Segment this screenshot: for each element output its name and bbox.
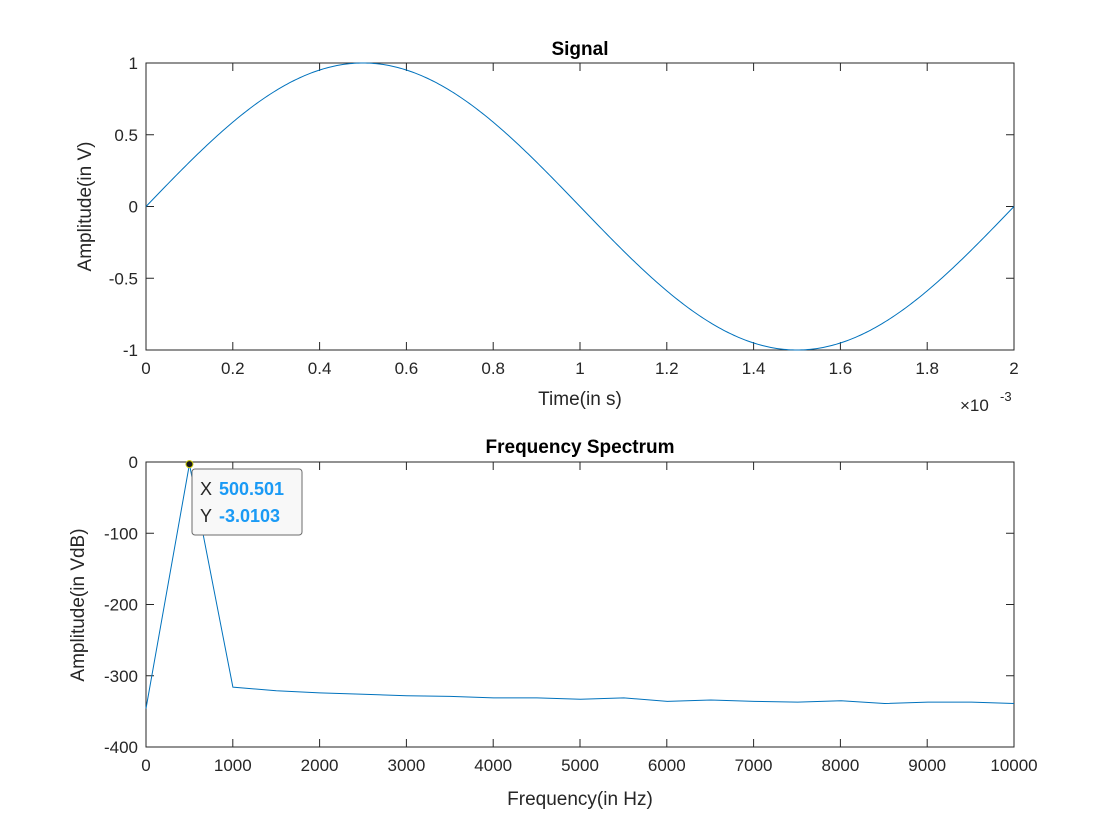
series-line[interactable]: [145, 62, 1015, 351]
signal-y-axis-label: Amplitude(in V): [75, 142, 96, 272]
x-tick-label: 0.4: [308, 359, 332, 378]
y-tick-label: -300: [104, 667, 138, 686]
x-tick-label: 0: [141, 359, 150, 378]
y-tick-label: 1: [129, 54, 138, 73]
signal-ticks: [145, 62, 1015, 351]
signal-axes[interactable]: 0 0.2 0.4 0.6 0.8 1 1.2 1.4 1.6 1.8 2 -1-0.500.51 …: [75, 39, 1019, 415]
x-tick-label: 1.2: [655, 359, 679, 378]
datatip-x-value: 500.501: [219, 479, 284, 499]
x-tick-label: 1: [575, 359, 584, 378]
datatip-y-key: Y: [200, 506, 212, 526]
spectrum-series: [145, 464, 1015, 709]
spectrum-y-tick-labels: -400 -300 -200 -100 0: [104, 453, 138, 757]
x-tick-label: 3000: [387, 756, 425, 775]
spectrum-title: Frequency Spectrum: [486, 437, 675, 458]
x-tick-label: 0: [141, 756, 150, 775]
spectrum-x-axis-label: Frequency(in Hz): [507, 789, 653, 810]
datatip[interactable]: X 500.501 Y -3.0103: [185, 460, 303, 536]
y-tick-label: -200: [104, 596, 138, 615]
x-tick-label: 1.6: [829, 359, 853, 378]
x-tick-label: 9000: [908, 756, 946, 775]
datatip-y-value: -3.0103: [219, 506, 280, 526]
series-line[interactable]: [145, 464, 1015, 709]
x-tick-label: 5000: [561, 756, 599, 775]
x-tick-label: 8000: [821, 756, 859, 775]
signal-x-exponent: ×10 -3: [960, 389, 1012, 415]
x-exponent-base: ×10: [960, 396, 989, 415]
y-tick-label: -100: [104, 524, 138, 543]
x-tick-label: 0.6: [395, 359, 419, 378]
spectrum-y-axis-label: Amplitude(in VdB): [68, 528, 89, 681]
x-tick-label: 1.8: [915, 359, 939, 378]
y-tick-label: -1: [123, 341, 138, 360]
x-tick-label: 0.2: [221, 359, 245, 378]
y-tick-label: -400: [104, 738, 138, 757]
x-exponent-power: -3: [1000, 389, 1012, 404]
x-tick-label: 7000: [735, 756, 773, 775]
y-tick-label: 0: [129, 453, 138, 472]
datatip-x-key: X: [200, 479, 212, 499]
x-tick-label: 6000: [648, 756, 686, 775]
x-tick-label: 4000: [474, 756, 512, 775]
signal-series: [145, 62, 1015, 351]
x-tick-label: 1000: [214, 756, 252, 775]
y-tick-label: 0.5: [114, 126, 138, 145]
y-tick-label: 0: [129, 198, 138, 217]
x-tick-label: 10000: [990, 756, 1037, 775]
datatip-marker[interactable]: [185, 460, 194, 469]
signal-x-axis-label: Time(in s): [538, 389, 622, 410]
y-tick-label: -0.5: [109, 269, 138, 288]
signal-y-tick-labels: -1 -0.5 0 0.5 1: [109, 54, 138, 360]
spectrum-x-tick-labels: 0 1000 2000 3000 4000 5000 6000 7000 8000 9000 100…: [141, 756, 1037, 775]
datatip-box[interactable]: [191, 468, 303, 536]
x-tick-label: 2000: [301, 756, 339, 775]
x-tick-label: 1.4: [742, 359, 766, 378]
spectrum-axes[interactable]: 0 1000 2000 3000 4000 5000 6000 7000 8000 9000 100…: [68, 437, 1038, 810]
signal-x-tick-labels: 0 0.2 0.4 0.6 0.8 1 1.2 1.4 1.6 1.8 2: [141, 359, 1018, 378]
x-tick-label: 0.8: [481, 359, 505, 378]
x-tick-label: 2: [1009, 359, 1018, 378]
spectrum-ticks: [145, 461, 1015, 748]
signal-title: Signal: [551, 39, 608, 60]
